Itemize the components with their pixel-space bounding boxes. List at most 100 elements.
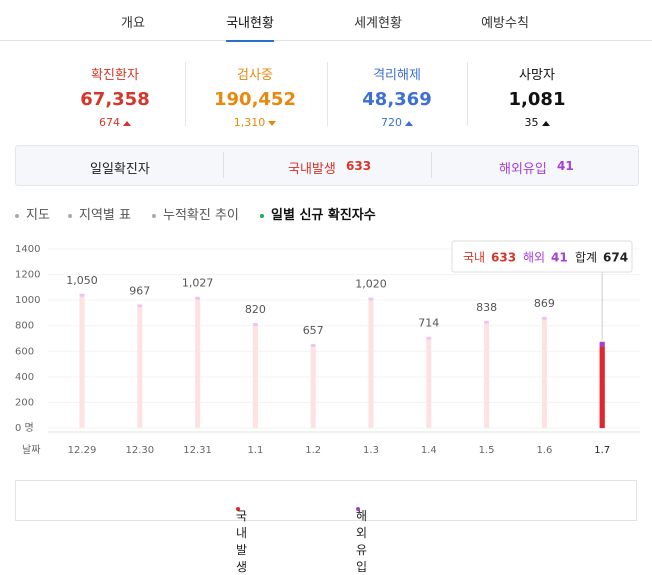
legend-label: 국내발생 xyxy=(236,509,248,574)
tooltip-overseas-label: 해외 xyxy=(523,251,545,265)
stat-change: 35 xyxy=(467,116,607,129)
legend-dot xyxy=(356,507,360,511)
y-tick-label: 1000 xyxy=(15,295,40,306)
arrow-icon xyxy=(123,120,131,126)
stat-change-value: 674 xyxy=(99,116,120,129)
stat-label: 검사중 xyxy=(237,68,273,83)
bar-segment-overseas xyxy=(599,341,605,348)
bar-segment-domestic xyxy=(599,347,605,428)
bar-cap xyxy=(137,304,143,308)
bar xyxy=(368,297,374,428)
domestic-label: 국내발생 xyxy=(288,162,336,177)
sub-tab-label: 일별 신규 확진자수 xyxy=(271,208,376,223)
bar xyxy=(426,336,432,428)
x-tick-label: 1.2 xyxy=(305,445,321,456)
value-label: 869 xyxy=(534,297,555,310)
overseas-count: 41 xyxy=(557,159,574,173)
value-label: 838 xyxy=(476,301,497,314)
x-tick-label: 1.5 xyxy=(479,445,495,456)
sub-tab[interactable]: 지도 xyxy=(15,204,50,223)
bullet xyxy=(68,213,72,218)
stat-change-value: 720 xyxy=(381,116,402,129)
tab[interactable]: 개요 xyxy=(121,16,145,31)
x-tick-label: 12.30 xyxy=(125,445,154,456)
tooltip-total: 674 xyxy=(603,251,628,265)
legend-dot xyxy=(236,507,240,511)
stat-change: 720 xyxy=(327,116,467,129)
sub-tab[interactable]: 누적확진 추이 xyxy=(152,204,239,223)
tooltip xyxy=(451,240,633,273)
chart: 0 명 200 400 600 800 1000 1200 1400 날짜 12.29 1,050 1… xyxy=(15,240,640,456)
x-tick-label: 1.3 xyxy=(363,445,379,456)
sub-tab-label: 지도 xyxy=(26,208,50,223)
x-tick-label: 1.6 xyxy=(536,445,552,456)
sub-tab[interactable]: 지역별 표 xyxy=(68,204,131,223)
stat-value: 1,081 xyxy=(508,89,566,110)
bullet xyxy=(152,213,156,218)
y-tick-label: 400 xyxy=(15,372,34,383)
stat-change: 674 xyxy=(45,116,185,129)
value-label: 967 xyxy=(129,284,150,297)
arrow-icon xyxy=(268,120,277,126)
value-label: 820 xyxy=(245,303,266,316)
tab[interactable]: 세계현황 xyxy=(354,16,402,31)
arrow-icon xyxy=(405,120,413,126)
x-tick-label: 12.31 xyxy=(183,445,212,456)
value-label: 1,050 xyxy=(66,274,98,287)
tab-bar: 개요 국내현황 세계현황 예방수칙 xyxy=(0,0,652,42)
stat-card: 격리해제 48,369 720 xyxy=(327,64,467,129)
tooltip-overseas: 41 xyxy=(551,251,568,265)
x-tick-label: 1.4 xyxy=(421,445,437,456)
bar xyxy=(484,320,490,428)
bar-cap xyxy=(310,343,316,347)
y-tick-label: 200 xyxy=(15,397,34,408)
bar xyxy=(79,293,85,428)
x-tick-label: 12.29 xyxy=(68,445,97,456)
value-label: 714 xyxy=(418,317,439,330)
bar-cap xyxy=(368,297,374,301)
bar xyxy=(310,343,316,428)
bar xyxy=(252,323,258,428)
stat-change-value: 35 xyxy=(524,116,539,129)
tooltip-domestic: 633 xyxy=(491,251,516,265)
x-tick-label: 1.1 xyxy=(247,445,263,456)
divider xyxy=(223,152,224,178)
stat-card: 검사중 190,452 1,310 xyxy=(185,64,325,129)
daily-title: 일일확진자 xyxy=(90,162,150,177)
y-tick-label: 600 xyxy=(15,346,34,357)
stat-change: 1,310 xyxy=(185,116,325,129)
bar xyxy=(541,316,547,428)
legend-label: 해외유입 xyxy=(356,509,368,574)
divider xyxy=(431,152,432,178)
stat-label: 격리해제 xyxy=(373,68,421,83)
tab[interactable]: 예방수칙 xyxy=(481,16,529,31)
divider xyxy=(467,62,468,126)
x-axis-label: 날짜 xyxy=(22,444,40,456)
stat-value: 48,369 xyxy=(362,89,432,110)
stat-value: 67,358 xyxy=(80,89,150,110)
bullet xyxy=(260,213,264,218)
sub-tab-label: 지역별 표 xyxy=(79,208,131,223)
bar-cap xyxy=(79,293,85,297)
daily-summary: 일일확진자 국내발생 633 해외유입 41 xyxy=(15,145,639,186)
stat-value: 190,452 xyxy=(214,89,296,110)
tab[interactable]: 국내현황 xyxy=(226,12,274,42)
sub-tab-label: 누적확진 추이 xyxy=(163,208,239,223)
bar-cap xyxy=(195,296,201,300)
value-label: 1,020 xyxy=(355,278,387,291)
bar xyxy=(195,296,201,428)
tooltip-total-label: 합계 xyxy=(575,251,597,265)
overseas-label: 해외유입 xyxy=(499,162,547,177)
bullet xyxy=(15,213,19,218)
bar-cap xyxy=(252,323,258,327)
divider xyxy=(327,62,328,126)
stat-label: 사망자 xyxy=(519,68,555,83)
bar xyxy=(137,304,143,428)
value-label: 1,027 xyxy=(182,277,214,290)
stat-label: 확진환자 xyxy=(91,68,139,83)
y-tick-label: 1200 xyxy=(15,270,40,281)
stat-card: 사망자 1,081 35 xyxy=(467,64,607,129)
arrow-icon xyxy=(541,120,550,126)
sub-tab[interactable]: 일별 신규 확진자수 xyxy=(260,204,376,223)
